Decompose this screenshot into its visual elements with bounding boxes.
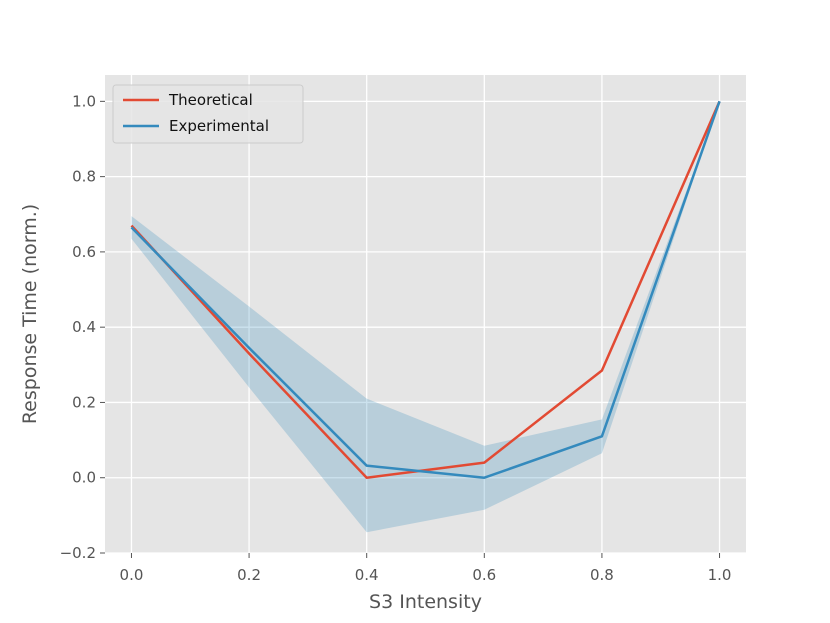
legend: Theoretical Experimental <box>112 84 304 144</box>
x-tick-label: 0.8 <box>590 566 614 584</box>
confidence-bands <box>131 101 720 533</box>
series-line-experimental <box>130 100 721 479</box>
y-tick-label: 0.6 <box>72 243 96 261</box>
y-tick-label: 0.8 <box>72 168 96 186</box>
x-tick-label: 1.0 <box>708 566 732 584</box>
y-tick-label: 1.0 <box>72 92 96 110</box>
y-tick-label: 0.4 <box>72 318 96 336</box>
legend-label-theoretical: Theoretical <box>168 91 253 109</box>
x-axis-label: S3 Intensity <box>369 591 482 613</box>
y-tick-label: 0.2 <box>72 393 96 411</box>
y-tick-label: 0.0 <box>72 469 96 487</box>
y-tick-label: −0.2 <box>60 544 96 562</box>
x-tick-label: 0.6 <box>472 566 496 584</box>
x-tick-label: 0.2 <box>237 566 261 584</box>
confidence-band-experimental <box>131 101 720 533</box>
x-axis-ticks: 0.0 0.2 0.4 0.6 0.8 1.0 <box>120 553 732 584</box>
y-axis-ticks: −0.2 0.0 0.2 0.4 0.6 0.8 1.0 <box>60 92 105 562</box>
y-axis-label: Response Time (norm.) <box>19 204 41 424</box>
series-line-theoretical <box>130 100 721 479</box>
series-lines <box>130 100 721 479</box>
x-tick-label: 0.0 <box>120 566 144 584</box>
legend-box <box>112 84 304 144</box>
x-tick-label: 0.4 <box>355 566 379 584</box>
legend-label-experimental: Experimental <box>169 117 269 135</box>
